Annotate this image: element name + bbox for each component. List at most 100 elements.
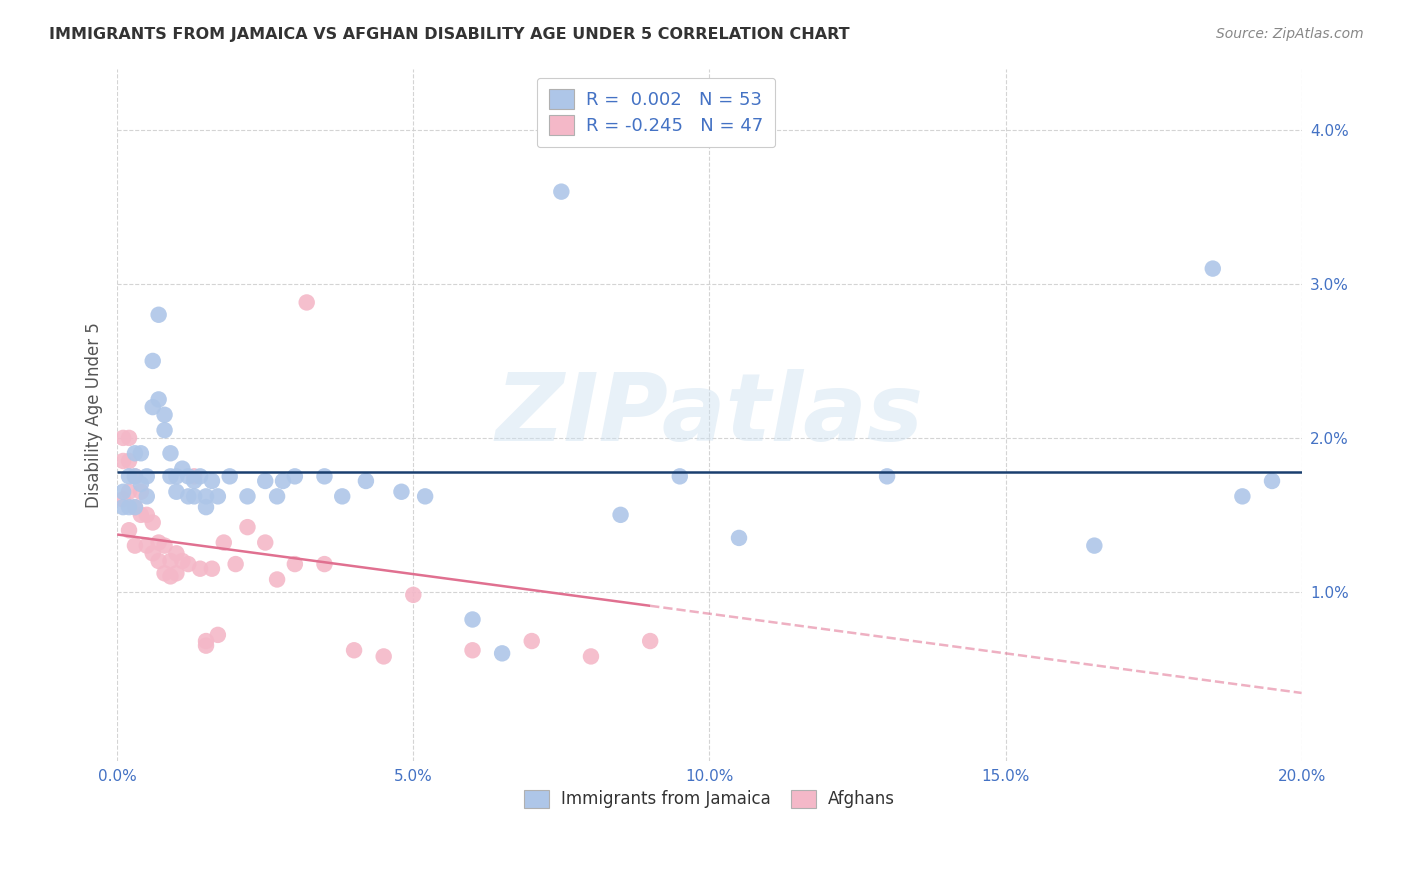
Point (118, 484, 141, 499)
Point (373, 649, 395, 664)
Point (579, 649, 602, 664)
Point (1232, 489, 1254, 503)
Point (236, 489, 259, 503)
Point (159, 446, 181, 460)
Point (1202, 261, 1225, 276)
Point (135, 469, 157, 483)
Point (183, 489, 205, 503)
Point (159, 554, 181, 568)
Point (330, 489, 353, 503)
Point (354, 474, 377, 488)
Point (129, 446, 152, 460)
Point (271, 474, 294, 488)
Point (609, 508, 631, 522)
Point (284, 557, 307, 571)
Point (638, 634, 661, 648)
Point (177, 489, 200, 503)
Point (159, 569, 181, 583)
Point (124, 446, 146, 460)
Point (148, 554, 170, 568)
Point (402, 588, 425, 602)
Point (153, 566, 176, 581)
Point (201, 474, 224, 488)
Point (284, 469, 307, 483)
Point (195, 489, 218, 503)
Text: Source: ZipAtlas.com: Source: ZipAtlas.com (1216, 27, 1364, 41)
Point (183, 469, 205, 483)
Point (124, 539, 146, 553)
Point (212, 535, 235, 549)
Point (118, 454, 141, 468)
Point (218, 469, 240, 483)
Point (148, 535, 170, 549)
Point (491, 646, 513, 660)
Point (165, 469, 187, 483)
Point (129, 484, 152, 499)
Point (135, 539, 157, 553)
Point (314, 469, 336, 483)
Legend: Immigrants from Jamaica, Afghans: Immigrants from Jamaica, Afghans (517, 783, 901, 815)
Point (142, 546, 165, 560)
Point (668, 469, 690, 483)
Point (520, 634, 543, 648)
Point (118, 500, 141, 515)
Point (1083, 539, 1105, 553)
Point (461, 612, 484, 626)
Point (118, 431, 141, 445)
Point (1261, 474, 1284, 488)
Point (165, 484, 187, 499)
Point (177, 557, 200, 571)
Point (112, 454, 135, 468)
Point (413, 489, 436, 503)
Point (172, 461, 194, 475)
Point (195, 634, 218, 648)
Point (188, 562, 211, 576)
Point (148, 392, 170, 407)
Point (728, 531, 751, 545)
Y-axis label: Disability Age Under 5: Disability Age Under 5 (86, 322, 103, 508)
Point (142, 354, 165, 368)
Point (129, 477, 152, 491)
Text: ZIPatlas: ZIPatlas (495, 368, 924, 461)
Point (876, 469, 898, 483)
Point (201, 562, 224, 576)
Point (142, 400, 165, 414)
Point (183, 474, 205, 488)
Point (135, 508, 157, 522)
Point (314, 557, 336, 571)
Point (254, 535, 277, 549)
Point (124, 500, 146, 515)
Point (124, 500, 146, 515)
Point (112, 431, 135, 445)
Point (195, 500, 218, 515)
Point (118, 469, 141, 483)
Point (461, 643, 484, 657)
Point (153, 408, 176, 422)
Point (207, 489, 229, 503)
Point (195, 639, 218, 653)
Point (153, 423, 176, 437)
Point (159, 469, 181, 483)
Point (129, 508, 152, 522)
Point (295, 295, 318, 310)
Point (112, 484, 135, 499)
Point (165, 566, 187, 581)
Point (188, 469, 211, 483)
Point (254, 474, 277, 488)
Text: IMMIGRANTS FROM JAMAICA VS AFGHAN DISABILITY AGE UNDER 5 CORRELATION CHART: IMMIGRANTS FROM JAMAICA VS AFGHAN DISABI… (49, 27, 849, 42)
Point (177, 469, 200, 483)
Point (112, 500, 135, 515)
Point (165, 546, 187, 560)
Point (172, 554, 194, 568)
Point (550, 185, 572, 199)
Point (112, 492, 135, 507)
Point (207, 628, 229, 642)
Point (266, 489, 288, 503)
Point (118, 523, 141, 537)
Point (124, 469, 146, 483)
Point (391, 484, 413, 499)
Point (153, 539, 176, 553)
Point (225, 557, 247, 571)
Point (236, 520, 259, 534)
Point (148, 308, 170, 322)
